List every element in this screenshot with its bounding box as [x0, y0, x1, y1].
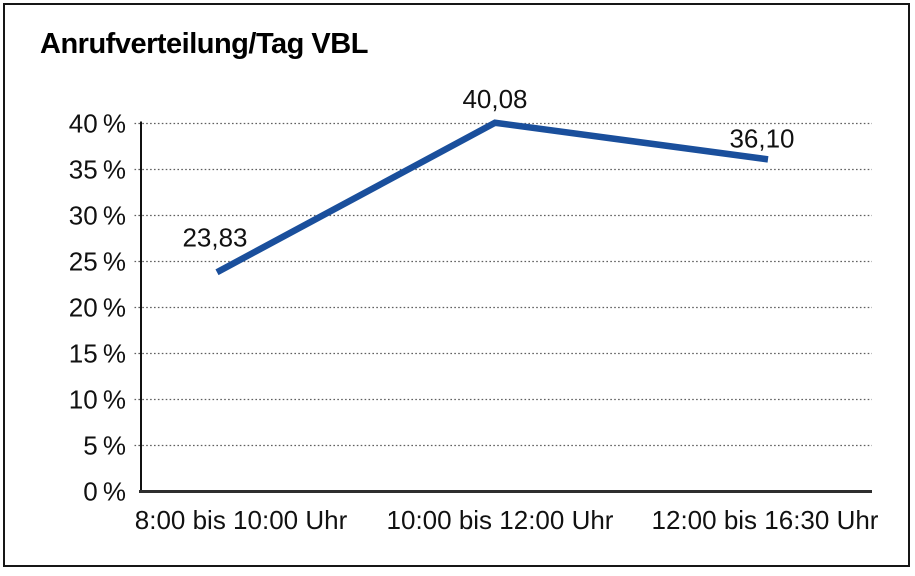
x-category-label: 12:00 bis 16:30 Uhr — [652, 505, 879, 535]
y-tick-label: 25 % — [69, 247, 126, 277]
y-tick-label: 20 % — [69, 293, 126, 323]
data-point-label: 40,08 — [462, 84, 527, 114]
data-point-label: 23,83 — [182, 222, 247, 252]
x-category-label: 10:00 bis 12:00 Uhr — [387, 505, 614, 535]
labels-group: 0 % 5 % 10 % 15 % 20 % 25 % 30 % 35 % 40 % 23,83 4… — [69, 84, 879, 535]
axes-group — [139, 121, 872, 493]
chart-frame — [3, 3, 910, 567]
y-tick-label: 0 % — [83, 477, 126, 507]
data-series-group — [215, 119, 769, 276]
x-category-label: 8:00 bis 10:00 Uhr — [135, 505, 348, 535]
y-tick-label: 40 % — [69, 109, 126, 139]
y-tick-label: 35 % — [69, 155, 126, 185]
chart-title: Anrufverteilung/Tag VBL — [40, 28, 368, 60]
data-line — [215, 119, 769, 276]
y-tick-label: 30 % — [69, 201, 126, 231]
data-point-label: 36,10 — [729, 123, 794, 153]
gridlines-group — [134, 122, 872, 447]
y-tick-label: 5 % — [83, 431, 126, 461]
y-tick-label: 10 % — [69, 385, 126, 415]
y-tick-label: 15 % — [69, 339, 126, 369]
